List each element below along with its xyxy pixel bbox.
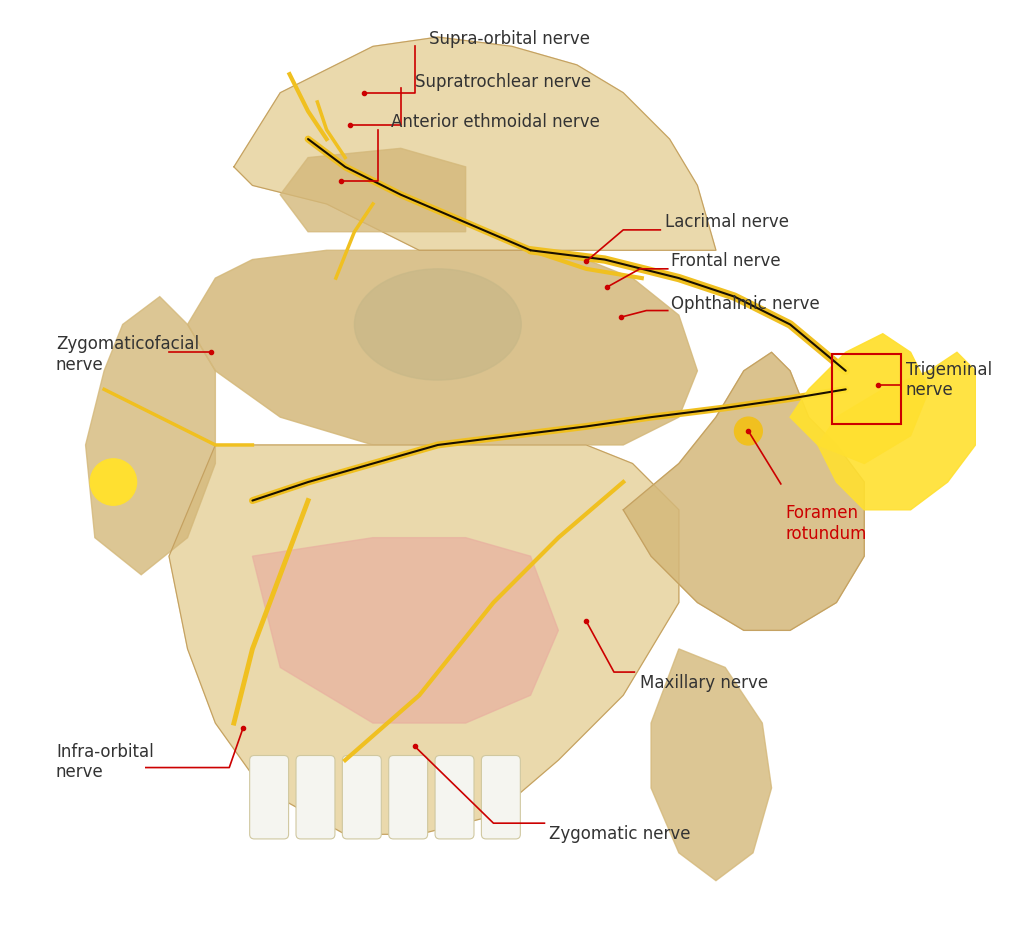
Circle shape (734, 417, 762, 445)
FancyBboxPatch shape (435, 756, 474, 839)
Polygon shape (233, 37, 716, 250)
Text: Foramen
rotundum: Foramen rotundum (785, 504, 867, 543)
Polygon shape (791, 334, 929, 464)
Text: Zygomatic nerve: Zygomatic nerve (549, 825, 690, 844)
Circle shape (90, 459, 136, 505)
Text: Trigeminal
nerve: Trigeminal nerve (906, 361, 992, 400)
Text: Ophthalmic nerve: Ophthalmic nerve (672, 295, 820, 313)
FancyBboxPatch shape (481, 756, 520, 839)
Polygon shape (253, 538, 558, 723)
Polygon shape (169, 445, 679, 834)
Bar (831, 354, 901, 424)
Polygon shape (281, 148, 466, 232)
FancyBboxPatch shape (250, 756, 289, 839)
Polygon shape (651, 649, 771, 881)
Text: Anterior ethmoidal nerve: Anterior ethmoidal nerve (391, 113, 600, 132)
FancyBboxPatch shape (342, 756, 381, 839)
Text: Frontal nerve: Frontal nerve (672, 252, 781, 271)
Polygon shape (818, 352, 976, 510)
Text: Maxillary nerve: Maxillary nerve (640, 674, 768, 692)
Text: Lacrimal nerve: Lacrimal nerve (665, 213, 788, 232)
FancyBboxPatch shape (389, 756, 428, 839)
Ellipse shape (354, 269, 521, 380)
Text: Infra-orbital
nerve: Infra-orbital nerve (56, 743, 154, 781)
Text: Zygomaticofacial
nerve: Zygomaticofacial nerve (56, 335, 199, 374)
FancyBboxPatch shape (296, 756, 335, 839)
Text: Supra-orbital nerve: Supra-orbital nerve (429, 30, 590, 48)
Text: Supratrochlear nerve: Supratrochlear nerve (415, 72, 591, 91)
Polygon shape (624, 352, 864, 630)
Polygon shape (86, 297, 215, 575)
Polygon shape (187, 250, 697, 445)
